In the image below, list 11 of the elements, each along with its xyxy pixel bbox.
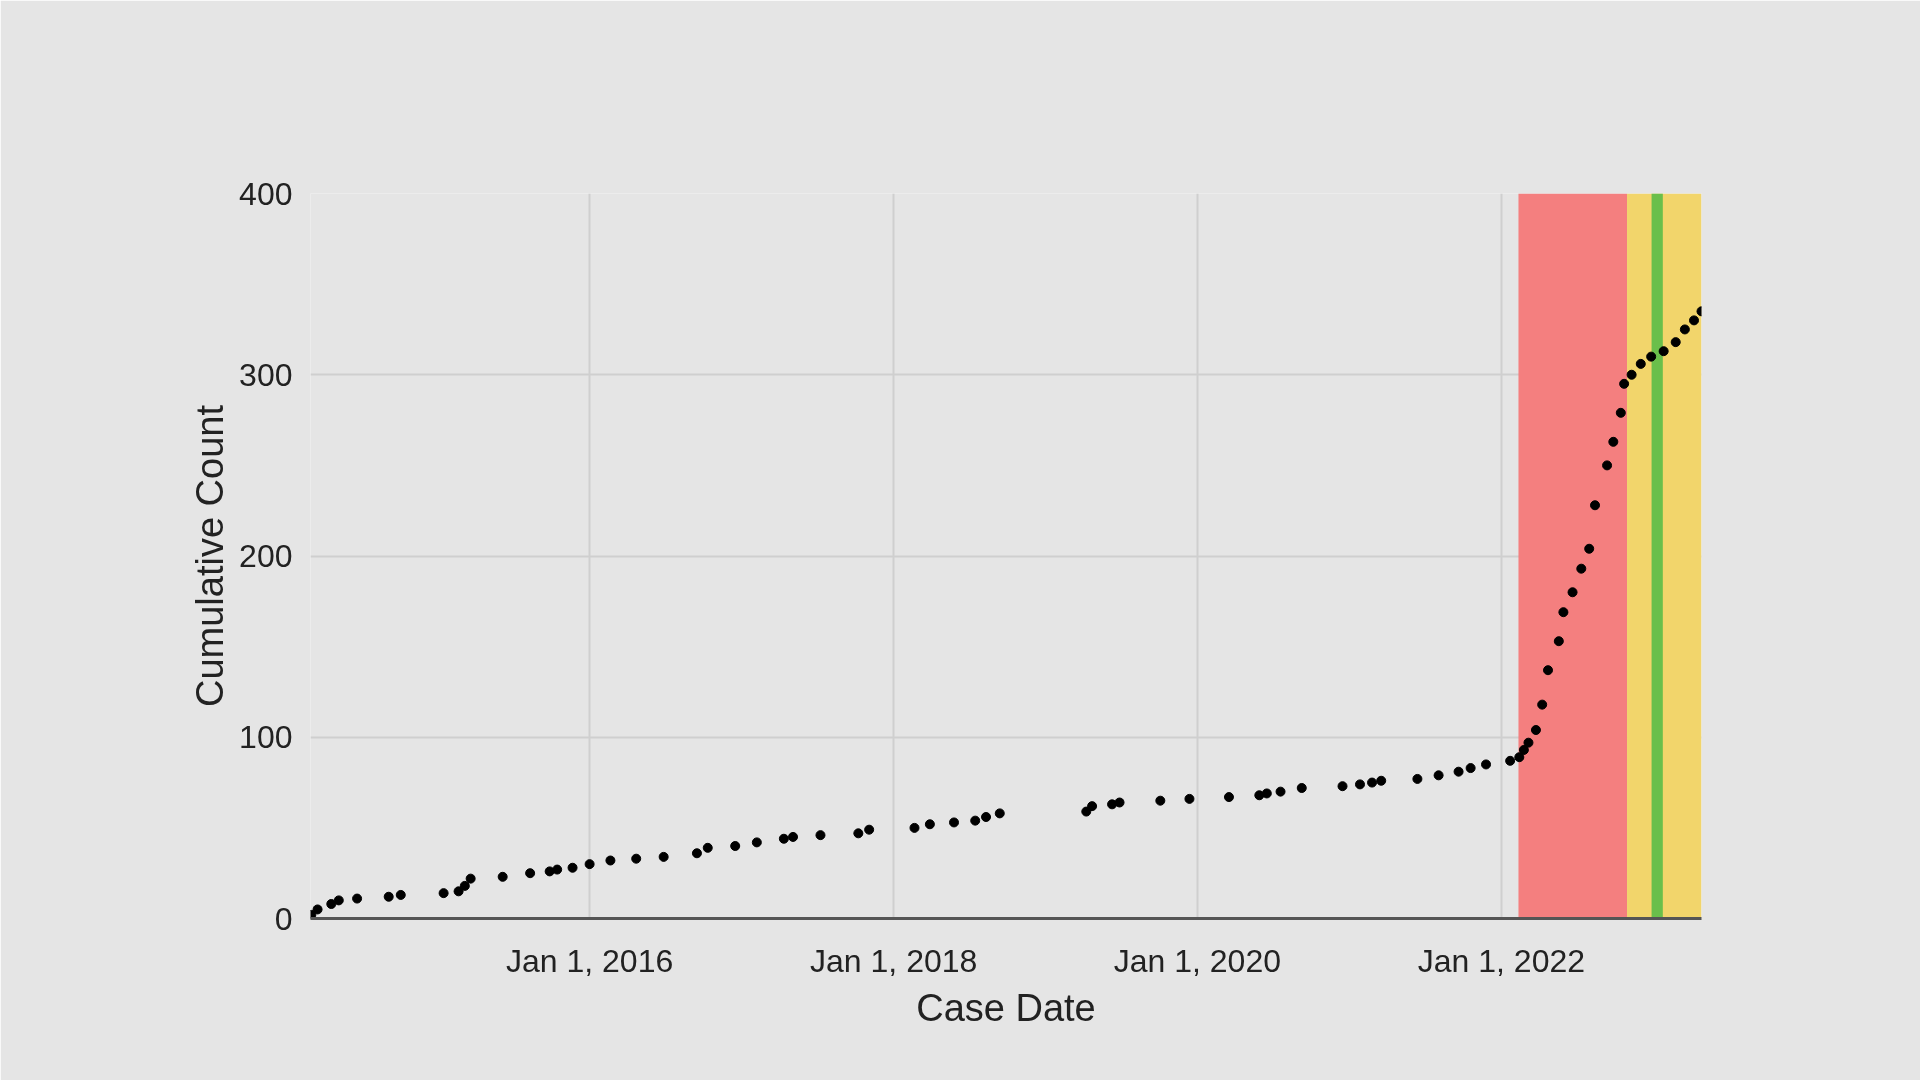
y-tick-label: 300 [239,356,293,393]
x-axis-title: Case Date [916,986,1096,1029]
y-tick-label: 200 [239,538,293,574]
y-tick-label: 0 [274,900,293,937]
x-tick-label: Jan 1, 2018 [810,942,978,979]
y-axis-title: Cumulative Count [189,404,232,708]
x-tick-label: Jan 1, 2016 [505,942,674,979]
y-tick-label: 400 [239,175,293,212]
x-tick-label: Jan 1, 2022 [1417,942,1586,979]
y-tick-label: 100 [239,719,293,756]
x-tick-label: Jan 1, 2020 [1113,942,1281,979]
